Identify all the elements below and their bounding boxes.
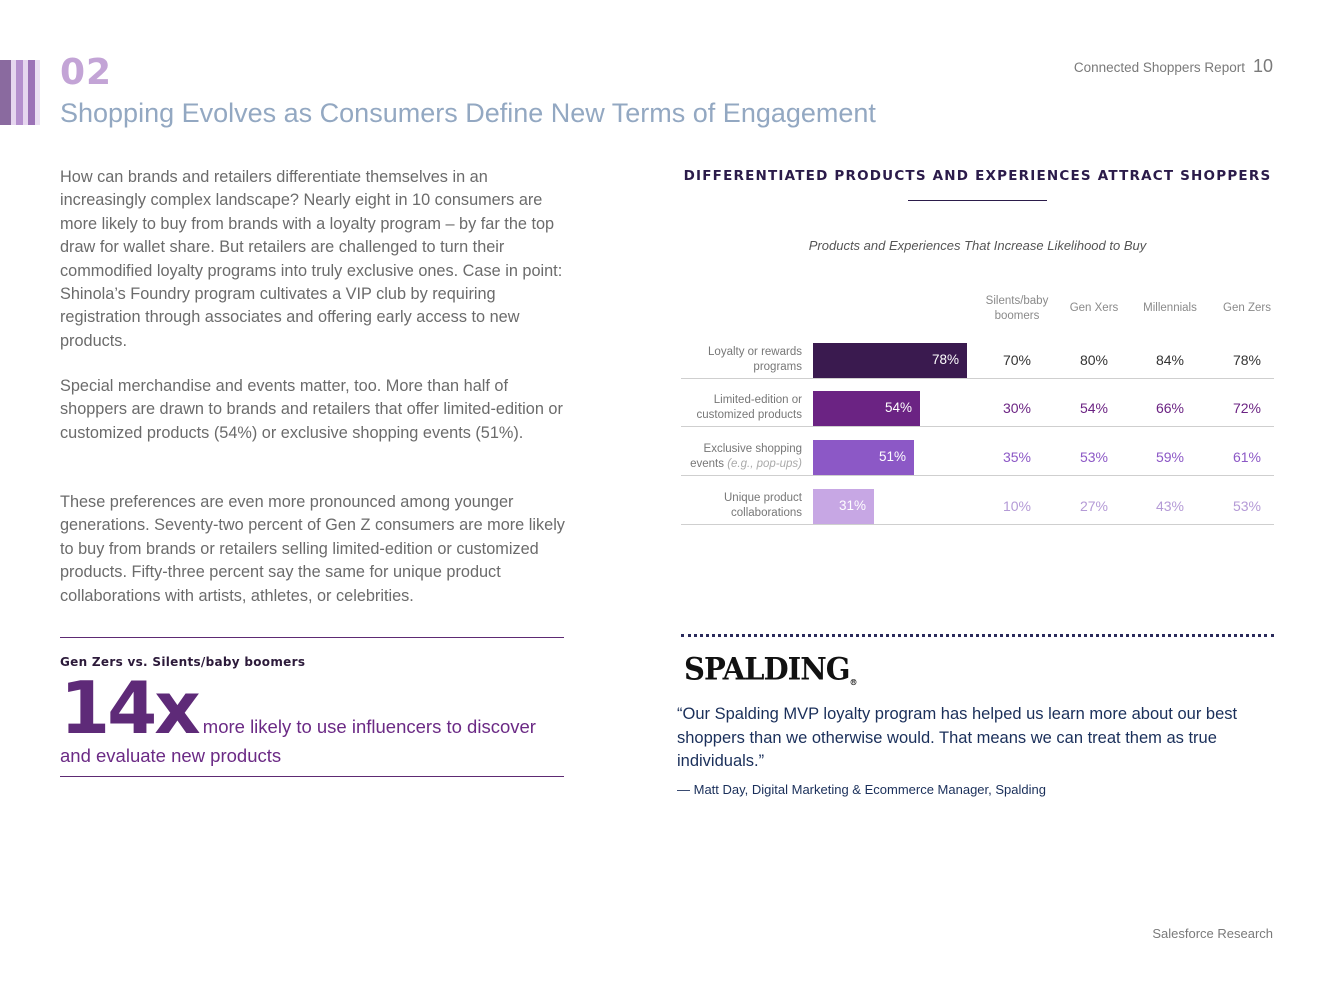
row-label: Exclusive shopping events (e.g., pop-ups…: [681, 442, 802, 472]
generation-value: 80%: [1079, 352, 1109, 368]
column-header-genx: Gen Xers: [1069, 302, 1119, 314]
generation-value: 43%: [1155, 498, 1185, 514]
bar-value-label: 78%: [931, 352, 959, 367]
chart-bar: [813, 489, 874, 524]
generation-value: 59%: [1155, 449, 1185, 465]
section-accent-bars: [0, 60, 40, 125]
row-divider: [681, 475, 1274, 476]
body-paragraph-2: Special merchandise and events matter, t…: [60, 377, 563, 442]
row-label: Limited-edition or customized products: [681, 393, 802, 423]
column-header-millennials: Millennials: [1143, 302, 1197, 314]
logo-text: SPALDING: [684, 651, 851, 687]
body-paragraph-1: How can brands and retailers differentia…: [60, 168, 563, 350]
column-header-genz: Gen Zers: [1223, 302, 1271, 314]
generation-value: 70%: [1002, 352, 1032, 368]
column-header-boomers: Silents/baby boomers: [985, 295, 1049, 322]
generation-value: 84%: [1155, 352, 1185, 368]
generation-value: 61%: [1232, 449, 1262, 465]
row-divider: [681, 524, 1274, 525]
body-paragraph-3: These preferences are even more pronounc…: [60, 493, 565, 605]
generation-value: 30%: [1002, 400, 1032, 416]
report-header: Connected Shoppers Report 10: [1074, 56, 1273, 77]
row-divider: [681, 426, 1274, 427]
chart-bar: [813, 343, 967, 378]
row-label: Unique product collaborations: [681, 491, 802, 521]
quote-divider: [681, 634, 1274, 637]
quote-attribution: — Matt Day, Digital Marketing & Ecommerc…: [677, 782, 1046, 797]
row-divider: [681, 378, 1274, 379]
bar-value-label: 51%: [878, 449, 906, 464]
callout-text: more likely to use influencers to discov…: [60, 716, 536, 766]
page-number: 10: [1252, 56, 1273, 76]
row-label-text: Unique product collaborations: [724, 492, 802, 519]
generation-value: 27%: [1079, 498, 1109, 514]
page-title: Shopping Evolves as Consumers Define New…: [60, 98, 876, 128]
callout-heading: Gen Zers vs. Silents/baby boomers: [60, 655, 306, 669]
generation-value: 10%: [1002, 498, 1032, 514]
row-label: Loyalty or rewards programs: [681, 345, 802, 375]
row-label-text: Exclusive shopping events: [690, 443, 802, 470]
generation-value: 66%: [1155, 400, 1185, 416]
generation-value: 53%: [1232, 498, 1262, 514]
testimonial-quote: “Our Spalding MVP loyalty program has he…: [677, 705, 1238, 770]
row-label-text: Loyalty or rewards programs: [708, 346, 802, 373]
row-label-text: Limited-edition or customized products: [696, 394, 802, 421]
generation-value: 53%: [1079, 449, 1109, 465]
generation-value: 35%: [1002, 449, 1032, 465]
callout-top-rule: [60, 637, 564, 638]
bar-value-label: 54%: [884, 400, 912, 415]
generation-value: 72%: [1232, 400, 1262, 416]
chart-title-rule: [908, 200, 1047, 201]
bar-value-label: 31%: [838, 498, 866, 513]
callout-bottom-rule: [60, 776, 564, 777]
chart-bar: [813, 440, 914, 475]
section-number: 02: [60, 52, 113, 93]
footer-source: Salesforce Research: [1152, 926, 1273, 941]
callout-big-number: 14x: [60, 666, 201, 750]
row-label-example: (e.g., pop-ups): [727, 458, 802, 470]
chart-title: DIFFERENTIATED PRODUCTS AND EXPERIENCES …: [683, 168, 1272, 184]
callout-stat: 14x more likely to use influencers to di…: [60, 672, 565, 768]
generation-value: 54%: [1079, 400, 1109, 416]
report-name: Connected Shoppers Report: [1073, 60, 1245, 75]
chart-subtitle: Products and Experiences That Increase L…: [808, 238, 1147, 253]
logo-registered-mark: ®: [849, 676, 858, 687]
spalding-logo: SPALDING®: [684, 651, 858, 687]
chart-bar: [813, 391, 920, 426]
generation-value: 78%: [1232, 352, 1262, 368]
